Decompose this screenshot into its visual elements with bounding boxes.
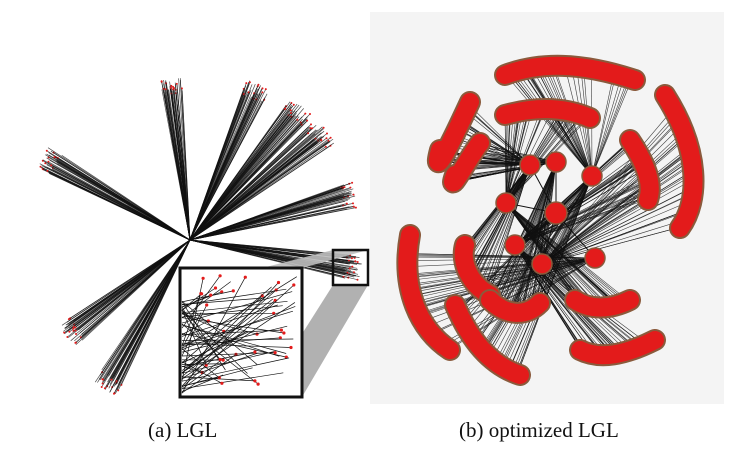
hub-node bbox=[519, 154, 541, 176]
panel-b-leaf-arcs bbox=[396, 54, 705, 386]
lgl-fan-bundle bbox=[94, 239, 191, 395]
hub-node bbox=[584, 247, 606, 269]
hub-node bbox=[531, 253, 553, 275]
panel-a-edge-bundles bbox=[39, 78, 362, 395]
leaf-edge-fan bbox=[505, 202, 629, 308]
lgl-fan-bundle bbox=[61, 239, 191, 346]
lgl-fan-bundle bbox=[189, 101, 311, 241]
leaf-arc bbox=[398, 226, 459, 359]
lgl-fan-bundle bbox=[189, 181, 357, 241]
panel-a-lgl-graph bbox=[39, 78, 370, 399]
lgl-fan-bundle bbox=[160, 78, 191, 241]
leaf-arc bbox=[428, 93, 479, 172]
leaf-arc bbox=[571, 331, 664, 365]
leaf-arc bbox=[496, 100, 599, 127]
leaf-arc bbox=[566, 291, 639, 317]
leaf-arc bbox=[621, 131, 659, 209]
inset-zoom-panel bbox=[178, 266, 304, 399]
hub-node bbox=[504, 234, 526, 256]
leaf-arc bbox=[656, 86, 703, 237]
caption-b: (b) optimized LGL bbox=[459, 418, 619, 442]
panel-b-optimized-lgl-graph bbox=[396, 54, 705, 386]
root-node bbox=[544, 201, 568, 225]
leaf-arc bbox=[496, 56, 644, 89]
leaf-arc bbox=[444, 134, 489, 192]
lgl-fan-bundle bbox=[189, 123, 334, 241]
leaf-arc bbox=[481, 291, 549, 322]
leaf-edge-fan bbox=[541, 108, 694, 265]
hub-node bbox=[545, 151, 567, 173]
leaf-arc bbox=[446, 296, 529, 384]
lgl-fan-bundle bbox=[189, 80, 268, 241]
inset-source-box bbox=[331, 248, 370, 287]
hub-node bbox=[495, 192, 517, 214]
panel-b-hub-nodes bbox=[495, 151, 606, 275]
hub-node bbox=[581, 165, 603, 187]
lgl-fan-bundle bbox=[39, 147, 191, 241]
caption-a: (a) LGL bbox=[148, 418, 218, 442]
